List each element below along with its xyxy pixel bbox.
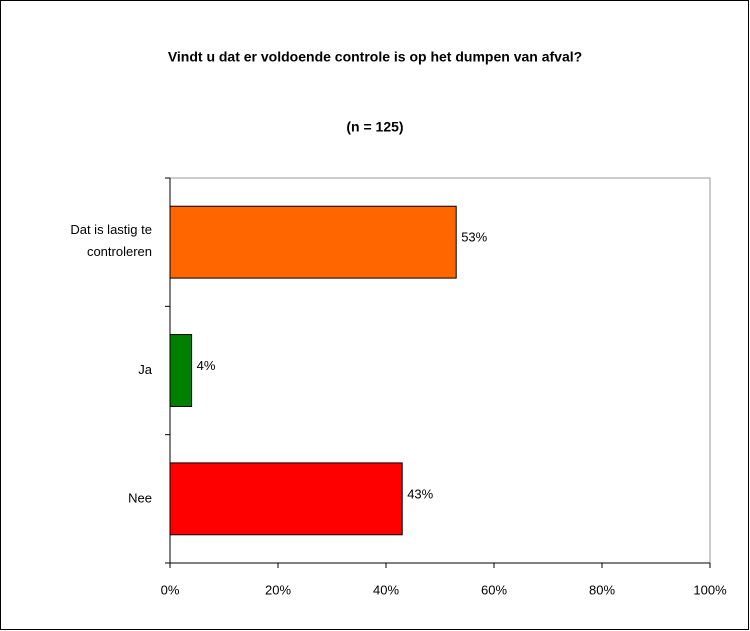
bar (169, 462, 403, 536)
value-label: 43% (407, 486, 433, 501)
x-tick-label: 20% (265, 582, 291, 597)
y-tick-label: Dat is lastig te controleren (70, 223, 152, 260)
value-label: 53% (461, 230, 487, 245)
y-tick-label: Ja (138, 362, 153, 377)
chart-subtitle: (n = 125) (346, 119, 403, 135)
value-label: 4% (197, 358, 216, 373)
x-tick-label: 80% (589, 582, 615, 597)
x-tick-label: 100% (693, 582, 727, 597)
bar (169, 334, 193, 407)
bar (169, 205, 457, 279)
x-tick-label: 40% (373, 582, 399, 597)
y-tick-label: Nee (128, 490, 152, 505)
chart-title: Vindt u dat er voldoende controle is op … (168, 49, 582, 65)
x-tick-label: 0% (161, 582, 180, 597)
x-tick-label: 60% (481, 582, 507, 597)
